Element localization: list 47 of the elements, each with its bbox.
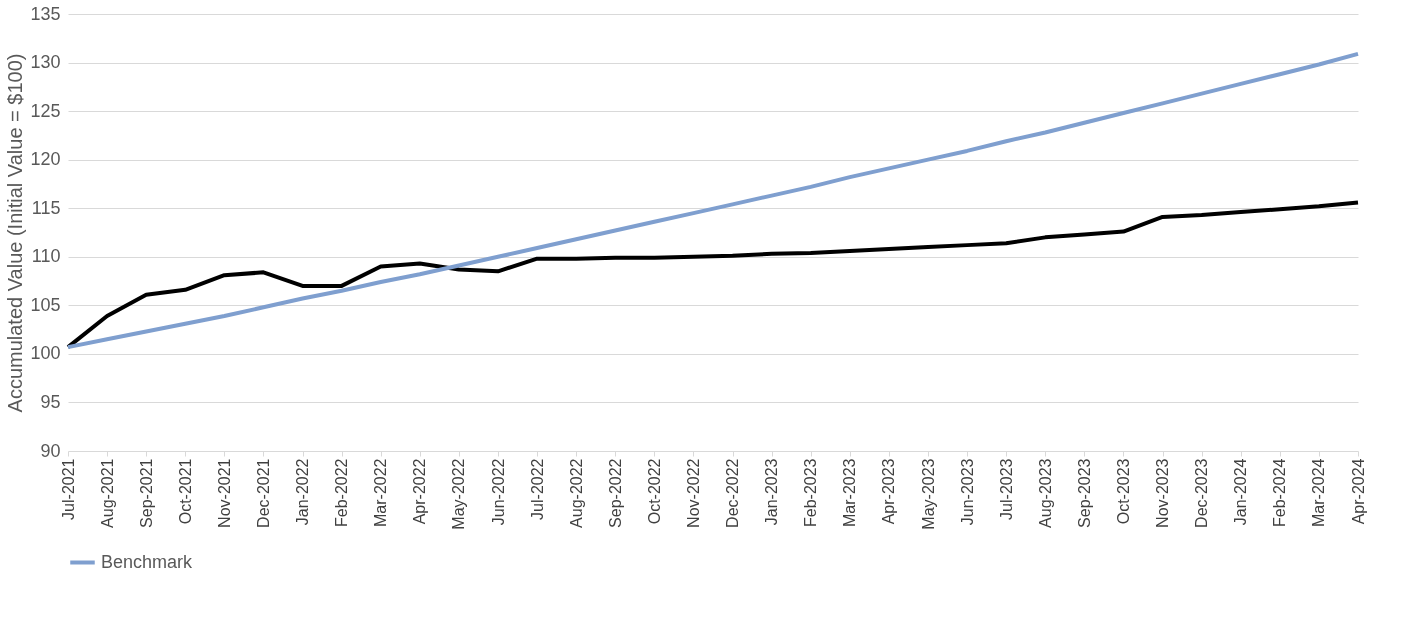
x-tick-label: Nov-2021 [215, 458, 233, 528]
x-tick-label: Jul-2021 [59, 458, 77, 520]
x-tick-label: Apr-2024 [1349, 458, 1367, 525]
x-tick-label: Jun-2022 [489, 458, 507, 526]
x-tick-label: Dec-2022 [724, 458, 742, 528]
x-tick-label: Aug-2022 [567, 458, 585, 528]
x-tick-label: Mar-2022 [372, 458, 390, 527]
x-tick-label: Jan-2023 [763, 458, 781, 526]
x-tick-label: Sep-2023 [1075, 458, 1093, 528]
y-tick-label: 135 [30, 3, 61, 24]
x-tick-label: Jan-2022 [294, 458, 312, 526]
x-tick-label: Feb-2023 [802, 458, 820, 527]
x-tick-label: Sep-2021 [137, 458, 155, 528]
y-tick-label: 130 [30, 52, 61, 73]
x-tick-label: Oct-2023 [1114, 458, 1132, 525]
x-tick-label: Oct-2022 [645, 458, 663, 525]
x-tick-label: Jul-2022 [528, 458, 546, 520]
x-tick-label: Nov-2023 [1154, 458, 1172, 528]
x-tick-label: Mar-2023 [841, 458, 859, 527]
x-tick-label: Oct-2021 [176, 458, 194, 525]
x-tick-label: Mar-2024 [1310, 458, 1328, 527]
x-tick-label: Dec-2023 [1193, 458, 1211, 528]
x-tick-label: Nov-2022 [684, 458, 702, 528]
y-tick-label: 115 [31, 197, 61, 218]
x-tick-label: Aug-2021 [98, 458, 116, 528]
y-axis-title: Accumulated Value (Initial Value = $100) [4, 53, 27, 413]
x-tick-label: Sep-2022 [606, 458, 624, 528]
x-tick-label: Aug-2023 [1036, 458, 1054, 528]
x-tick-label: May-2022 [450, 458, 468, 530]
x-tick-label: Feb-2024 [1271, 458, 1289, 527]
x-tick-label: Jun-2023 [958, 458, 976, 526]
y-tick-label: 125 [30, 100, 61, 121]
x-tick-label: Dec-2021 [254, 458, 272, 528]
y-tick-label: 90 [40, 440, 61, 461]
x-tick-label: Apr-2022 [411, 458, 429, 525]
x-tick-label: May-2023 [919, 458, 937, 530]
y-tick-label: 110 [31, 246, 61, 267]
x-tick-label: Jan-2024 [1232, 458, 1250, 526]
legend-label: Benchmark [101, 551, 194, 572]
y-tick-label: 105 [30, 294, 61, 315]
line-series [66, 51, 1360, 350]
x-tick-label: Apr-2023 [880, 458, 898, 525]
x-tick-label: Jul-2023 [997, 458, 1015, 520]
y-tick-label: 95 [40, 391, 61, 412]
y-tick-label: 100 [30, 343, 61, 364]
y-tick-label: 120 [30, 149, 61, 170]
x-tick-label: Feb-2022 [333, 458, 351, 527]
